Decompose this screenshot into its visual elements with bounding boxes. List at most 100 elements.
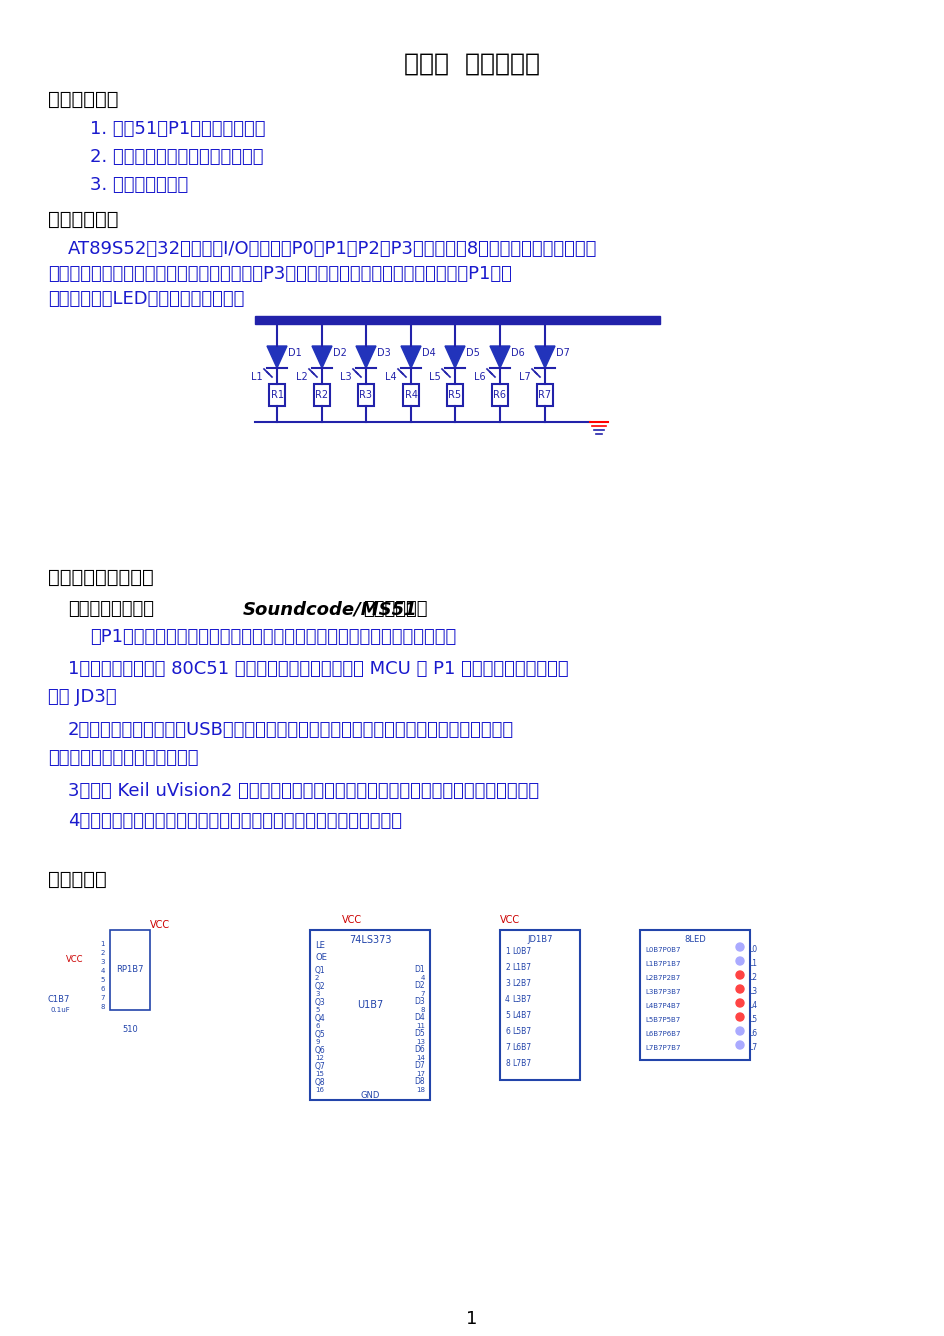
Text: 2: 2 — [314, 975, 319, 981]
Text: 二、实验说明: 二、实验说明 — [48, 210, 118, 228]
Text: 作为输出口时与一般的双向口使用方法相同。P3口也可以做第二功能口用，本实验使用P1口做: 作为输出口时与一般的双向口使用方法相同。P3口也可以做第二功能口用，本实验使用P… — [48, 265, 512, 283]
Text: 3: 3 — [504, 979, 510, 989]
Bar — [536, 383, 552, 406]
Text: L4: L4 — [385, 371, 396, 382]
Bar — [255, 317, 659, 325]
Circle shape — [735, 1041, 743, 1049]
Text: L2B7P2B7: L2B7P2B7 — [645, 975, 680, 981]
Text: 3. 熟悉实验系统。: 3. 熟悉实验系统。 — [90, 176, 188, 194]
Text: 3、打开 Keil uVision2 仿真软件，自行编写程序，对源程序进行编译，直到编译无误。: 3、打开 Keil uVision2 仿真软件，自行编写程序，对源程序进行编译，… — [68, 782, 539, 800]
Text: 4、全速运行程序，程序功能使发光二极管循环点亮的流水灯的效果。: 4、全速运行程序，程序功能使发光二极管循环点亮的流水灯的效果。 — [68, 812, 401, 830]
Bar — [358, 383, 374, 406]
Text: L6B7: L6B7 — [512, 1043, 531, 1053]
Text: AT89S52有32个通用的I/O口，分为P0、P1、P2、P3，每组都是8位，它们是准双向口，它: AT89S52有32个通用的I/O口，分为P0、P1、P2、P3，每组都是8位，… — [68, 240, 597, 258]
Text: VCC: VCC — [342, 915, 362, 925]
Text: 13: 13 — [415, 1039, 425, 1045]
Text: VCC: VCC — [66, 955, 84, 965]
Text: L3: L3 — [340, 371, 351, 382]
Text: 实验一  流水灯实验: 实验一 流水灯实验 — [404, 52, 539, 76]
Text: D8: D8 — [413, 1078, 425, 1086]
Circle shape — [735, 1013, 743, 1021]
Bar — [110, 930, 150, 1010]
Bar — [447, 383, 463, 406]
Text: Soundcode/MS51: Soundcode/MS51 — [243, 600, 417, 619]
Text: 4: 4 — [420, 975, 425, 981]
Text: U1B7: U1B7 — [357, 1001, 382, 1010]
Text: D5: D5 — [413, 1030, 425, 1038]
Circle shape — [735, 957, 743, 965]
Text: 5: 5 — [314, 1007, 319, 1013]
Text: 17: 17 — [415, 1071, 425, 1077]
Text: R7: R7 — [538, 390, 551, 399]
Text: 74LS373: 74LS373 — [348, 935, 391, 945]
Text: D7: D7 — [555, 347, 569, 358]
Text: D7: D7 — [413, 1062, 425, 1070]
Polygon shape — [400, 346, 421, 367]
Text: L3: L3 — [748, 987, 756, 997]
Text: 7: 7 — [100, 995, 105, 1001]
Text: 2. 学习延时子程序的编写和使用。: 2. 学习延时子程序的编写和使用。 — [90, 148, 263, 166]
Bar — [310, 930, 430, 1100]
Circle shape — [735, 1027, 743, 1035]
Bar — [492, 383, 508, 406]
Text: L6B7P6B7: L6B7P6B7 — [645, 1031, 680, 1037]
Text: OE: OE — [314, 953, 327, 962]
Circle shape — [735, 999, 743, 1007]
Text: R2: R2 — [315, 390, 329, 399]
Bar — [499, 930, 580, 1079]
Text: Q3: Q3 — [314, 998, 326, 1006]
Text: 4: 4 — [100, 969, 105, 974]
Text: L1B7: L1B7 — [512, 963, 531, 973]
Text: LE: LE — [314, 941, 325, 950]
Text: VCC: VCC — [499, 915, 519, 925]
Polygon shape — [534, 346, 554, 367]
Text: L4B7P4B7: L4B7P4B7 — [645, 1003, 680, 1009]
Text: L5: L5 — [748, 1015, 756, 1025]
Text: 2、用串行数据通信线、USB线连接计算机与仿真器，把仿真器插到模块的锁紧插座中，请: 2、用串行数据通信线、USB线连接计算机与仿真器，把仿真器插到模块的锁紧插座中，… — [68, 721, 514, 739]
Text: 四、电路图: 四、电路图 — [48, 870, 107, 888]
Bar — [402, 383, 418, 406]
Text: Q8: Q8 — [314, 1078, 326, 1086]
Text: 12: 12 — [314, 1055, 324, 1061]
Text: RP1B7: RP1B7 — [116, 966, 143, 974]
Text: 1. 学习51的P1口的使用方法。: 1. 学习51的P1口的使用方法。 — [90, 120, 265, 138]
Text: 8LED: 8LED — [683, 935, 705, 945]
Polygon shape — [490, 346, 510, 367]
Bar — [313, 383, 329, 406]
Text: D2: D2 — [413, 982, 425, 990]
Text: Q4: Q4 — [314, 1014, 326, 1022]
Bar — [269, 383, 285, 406]
Text: L1B7P1B7: L1B7P1B7 — [645, 961, 680, 967]
Text: L6: L6 — [474, 371, 485, 382]
Text: 14: 14 — [415, 1055, 425, 1061]
Text: 3: 3 — [314, 991, 319, 997]
Text: L5B7: L5B7 — [512, 1027, 531, 1037]
Text: 510: 510 — [122, 1025, 138, 1034]
Text: Q6: Q6 — [314, 1046, 326, 1054]
Bar — [639, 930, 750, 1059]
Text: D2: D2 — [332, 347, 346, 358]
Text: 2: 2 — [504, 963, 509, 973]
Text: 注意仿真器的方向：缺口朝上。: 注意仿真器的方向：缺口朝上。 — [48, 749, 198, 767]
Text: 4: 4 — [504, 995, 510, 1005]
Text: 0.1uF: 0.1uF — [50, 1007, 70, 1013]
Circle shape — [735, 971, 743, 979]
Text: 3: 3 — [100, 959, 105, 965]
Text: L3B7P3B7: L3B7P3B7 — [645, 989, 680, 995]
Text: 7: 7 — [504, 1043, 510, 1053]
Polygon shape — [267, 346, 287, 367]
Text: 1，最小系统中插上 80C51 核心板，用扁平数据线连接 MCU 的 P1 口与八位逻辑电平显示: 1，最小系统中插上 80C51 核心板，用扁平数据线连接 MCU 的 P1 口与… — [68, 660, 568, 677]
Text: D4: D4 — [422, 347, 435, 358]
Circle shape — [735, 985, 743, 993]
Text: D1: D1 — [413, 966, 425, 974]
Text: 注：实验程序放在: 注：实验程序放在 — [68, 600, 154, 619]
Text: D3: D3 — [413, 998, 425, 1006]
Text: D6: D6 — [511, 347, 524, 358]
Text: L6: L6 — [748, 1030, 756, 1038]
Text: 用P1口做输出口，接八位逻辑电平显示，程序功能使发光二极管循环点亮。: 用P1口做输出口，接八位逻辑电平显示，程序功能使发光二极管循环点亮。 — [90, 628, 456, 647]
Text: L7: L7 — [748, 1043, 756, 1053]
Text: L0: L0 — [748, 946, 756, 954]
Polygon shape — [445, 346, 464, 367]
Text: 5: 5 — [504, 1011, 510, 1021]
Text: R3: R3 — [359, 390, 372, 399]
